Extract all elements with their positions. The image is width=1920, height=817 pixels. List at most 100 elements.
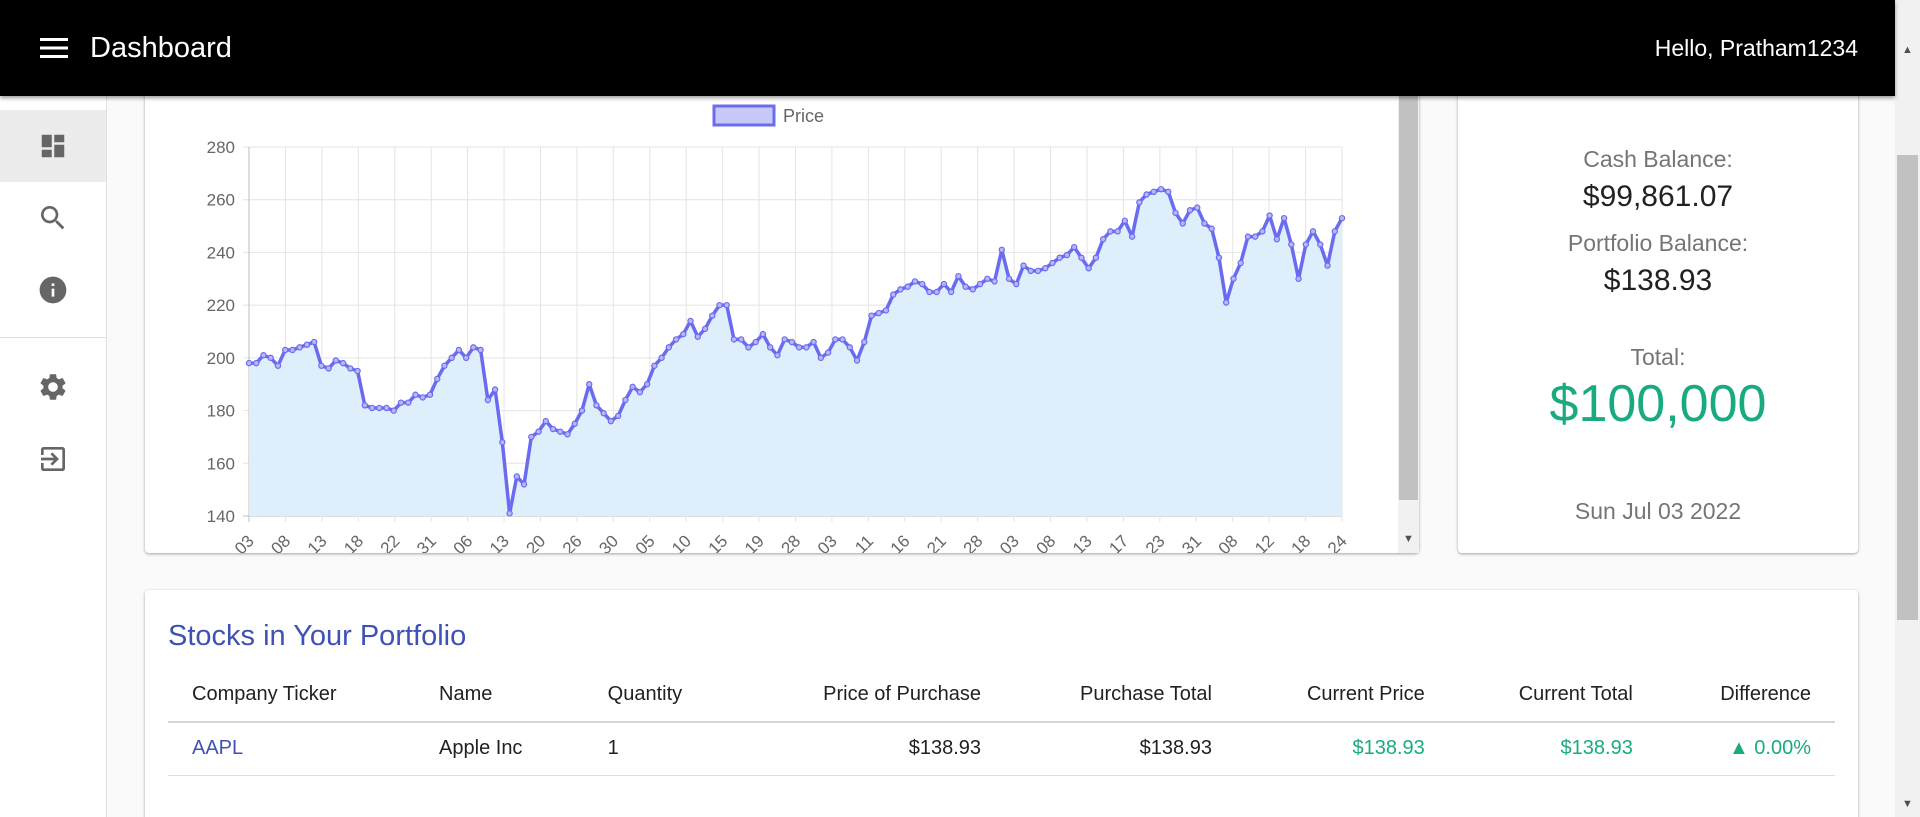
x-tick-label: 15 (705, 531, 732, 553)
x-tick-label: 18 (340, 531, 367, 553)
data-point (376, 404, 383, 412)
current-price-cell: $138.93 (1235, 722, 1449, 776)
total-value: $100,000 (1549, 375, 1767, 433)
y-tick-label: 220 (207, 296, 235, 315)
data-point (882, 307, 890, 314)
data-point (643, 381, 651, 388)
data-point (1143, 191, 1150, 198)
portfolio-balance-value: $138.93 (1603, 264, 1713, 297)
user-greeting: Hello, Pratham1234 (1654, 34, 1858, 61)
data-point (564, 431, 571, 438)
data-point (701, 325, 709, 333)
data-point (1157, 185, 1165, 193)
x-tick-label: 08 (267, 531, 294, 553)
data-point (267, 354, 274, 362)
data-point (274, 362, 282, 369)
data-point (752, 338, 759, 346)
data-point (781, 336, 788, 343)
table-header-row: Company Ticker Name Quantity Price of Pu… (168, 668, 1835, 723)
data-point (1013, 280, 1020, 288)
data-point (1259, 228, 1266, 235)
x-tick-label: 10 (668, 531, 695, 553)
current-total-cell: $138.93 (1448, 722, 1657, 776)
data-point (1128, 233, 1136, 240)
sidebar-item-search[interactable] (0, 182, 106, 254)
chart-scrollbar-thumb[interactable] (1399, 96, 1418, 500)
data-point (325, 365, 332, 372)
sidebar-item-logout[interactable] (0, 423, 106, 495)
data-point (433, 375, 441, 383)
x-tick-label: 31 (413, 531, 440, 553)
price-area (249, 189, 1342, 517)
data-point (1237, 259, 1244, 267)
data-point (795, 344, 803, 351)
data-point (397, 399, 405, 406)
data-point (897, 286, 904, 293)
page-scroll-up-arrow[interactable]: ▲ (1902, 44, 1913, 56)
purchase-total-cell: $138.93 (1005, 722, 1236, 776)
data-point (310, 338, 318, 346)
data-point (853, 357, 861, 364)
data-point (680, 330, 687, 338)
y-tick-label: 260 (207, 191, 235, 210)
data-point (477, 346, 484, 354)
sidebar-item-dashboard[interactable] (0, 110, 106, 182)
data-point (1070, 243, 1078, 251)
data-point (890, 291, 897, 298)
price-chart-card: 140 160 180 200 220 240 260 280 03 08 13 18 22 31 06 13… (145, 60, 1419, 553)
data-point (1338, 214, 1346, 222)
company-name-cell: Apple Inc (415, 722, 584, 776)
data-point (832, 336, 839, 343)
data-point (470, 344, 477, 351)
x-tick-label: 08 (1033, 531, 1060, 553)
data-point (318, 362, 325, 369)
data-point (803, 344, 810, 351)
data-point (1302, 241, 1310, 248)
data-point (368, 404, 376, 412)
data-point (557, 428, 564, 435)
y-tick-label: 280 (207, 138, 235, 157)
data-point (1078, 254, 1085, 261)
data-point (332, 357, 340, 364)
data-point (1150, 188, 1158, 196)
data-point (766, 344, 774, 351)
chart-scroll-down-arrow[interactable]: ▼ (1403, 533, 1414, 545)
sidebar-item-info[interactable] (0, 254, 106, 326)
data-point (499, 439, 506, 446)
data-point (361, 402, 369, 409)
data-point (1042, 265, 1049, 272)
table-row[interactable]: AAPL Apple Inc 1 $138.93 $138.93 $138.93… (168, 722, 1835, 776)
y-tick-label: 180 (207, 402, 235, 421)
price-chart: 140 160 180 200 220 240 260 280 03 08 13 18 22 31 06 13… (207, 104, 1351, 553)
data-point (1331, 228, 1338, 235)
data-point (1295, 275, 1302, 282)
data-point (528, 433, 535, 441)
data-point (296, 344, 303, 351)
data-point (542, 417, 549, 425)
x-tick-label: 08 (1215, 531, 1242, 553)
data-point (586, 381, 593, 388)
sidebar (0, 96, 107, 817)
data-point (1005, 275, 1013, 282)
portfolio-card: Stocks in Your Portfolio Company Ticker … (145, 590, 1858, 817)
data-point (1085, 265, 1092, 272)
data-point (1222, 299, 1230, 306)
ticker-link[interactable]: AAPL (168, 722, 416, 776)
page-scrollbar-thumb[interactable] (1897, 155, 1918, 620)
data-point (1317, 241, 1324, 248)
page-scroll-down-arrow[interactable]: ▼ (1902, 798, 1913, 810)
column-header: Current Price (1235, 668, 1449, 723)
menu-button[interactable] (26, 20, 82, 76)
column-header: Company Ticker (168, 668, 416, 723)
data-point (347, 365, 354, 372)
data-point (904, 283, 911, 290)
x-tick-label: 03 (814, 531, 841, 553)
sidebar-item-settings[interactable] (0, 351, 106, 423)
data-point (260, 352, 267, 359)
data-point (1049, 259, 1056, 267)
data-point (962, 283, 969, 290)
data-point (1020, 262, 1027, 269)
data-point (1186, 207, 1194, 214)
data-point (788, 338, 796, 346)
data-point (303, 341, 311, 348)
